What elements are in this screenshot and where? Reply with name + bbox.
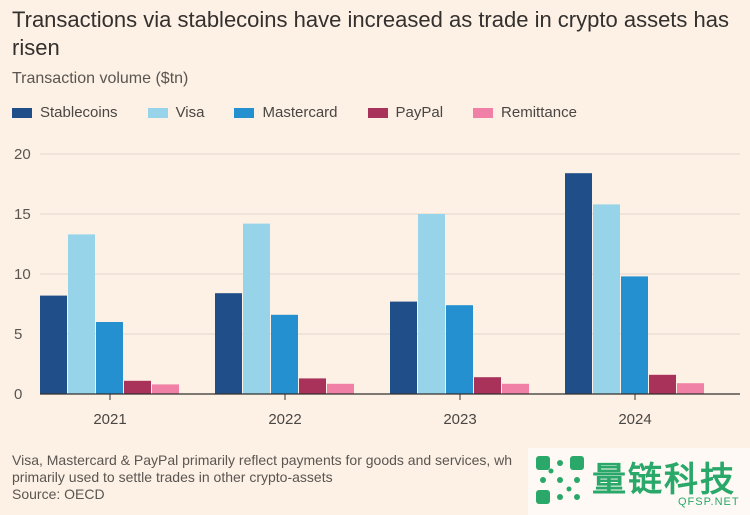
bar-remittance-2022 <box>327 383 354 394</box>
legend-swatch <box>147 107 168 118</box>
bar-mastercard-2023 <box>446 305 473 394</box>
bar-remittance-2021 <box>152 384 179 394</box>
legend: Stablecoins Visa Mastercard PayPal Remittanc… <box>12 104 607 121</box>
bar-paypal-2022 <box>299 378 326 394</box>
bar-mastercard-2024 <box>621 276 648 394</box>
legend-label: Mastercard <box>262 104 338 121</box>
bar-visa-2022 <box>243 223 270 394</box>
footnote-line-1: Visa, Mastercard & PayPal primarily refl… <box>12 452 513 468</box>
legend-swatch <box>12 107 32 118</box>
bar-paypal-2023 <box>474 377 501 394</box>
legend-label: Visa <box>175 104 205 121</box>
y-tick-label: 10 <box>14 266 31 283</box>
legend-item-stablecoins: Stablecoins <box>12 104 118 121</box>
x-tick-label: 2021 <box>93 411 126 428</box>
legend-item-visa: Visa <box>147 104 205 121</box>
y-axis-title: Transaction volume ($tn) <box>12 70 189 87</box>
chart-title: Transactions via stablecoins have increa… <box>12 7 729 60</box>
bar-stablecoins-2023 <box>390 301 417 394</box>
bar-chart: 0 5 10 15 20 2021 2022 2023 2024 <box>14 146 740 428</box>
legend-swatch <box>367 107 388 118</box>
bar-visa-2024 <box>593 204 620 394</box>
bar-visa-2023 <box>418 214 445 394</box>
legend-swatch <box>473 107 494 118</box>
legend-swatch <box>234 107 255 118</box>
bar-stablecoins-2024 <box>565 173 592 394</box>
x-tick-label: 2022 <box>268 411 301 428</box>
watermark-text: 量链科技 <box>592 460 736 500</box>
bar-remittance-2024 <box>677 383 704 394</box>
qr-dots-icon <box>536 456 584 504</box>
legend-label: Remittance <box>501 104 577 121</box>
bar-mastercard-2021 <box>96 322 123 394</box>
bar-remittance-2023 <box>502 383 529 394</box>
legend-item-mastercard: Mastercard <box>234 104 338 121</box>
bar-mastercard-2022 <box>271 314 298 394</box>
y-tick-label: 5 <box>14 326 22 343</box>
bar-stablecoins-2021 <box>40 295 67 394</box>
watermark: 量链科技 QFSP.NET <box>528 448 750 515</box>
x-tick-label: 2023 <box>443 411 476 428</box>
footnote: Visa, Mastercard & PayPal primarily refl… <box>12 452 532 503</box>
legend-label: Stablecoins <box>40 104 118 121</box>
y-tick-label: 15 <box>14 206 31 223</box>
bar-paypal-2024 <box>649 374 676 394</box>
y-tick-label: 20 <box>14 146 31 163</box>
footnote-line-2: primarily used to settle trades in other… <box>12 469 333 485</box>
bar-visa-2021 <box>68 234 95 394</box>
legend-item-remittance: Remittance <box>473 104 577 121</box>
legend-label: PayPal <box>395 104 444 121</box>
legend-item-paypal: PayPal <box>367 104 444 121</box>
x-tick-label: 2024 <box>618 411 651 428</box>
y-tick-label: 0 <box>14 386 22 403</box>
source-label: Source: OECD <box>12 486 105 502</box>
bar-paypal-2021 <box>124 380 151 394</box>
watermark-domain: QFSP.NET <box>678 496 740 508</box>
bar-stablecoins-2022 <box>215 293 242 394</box>
